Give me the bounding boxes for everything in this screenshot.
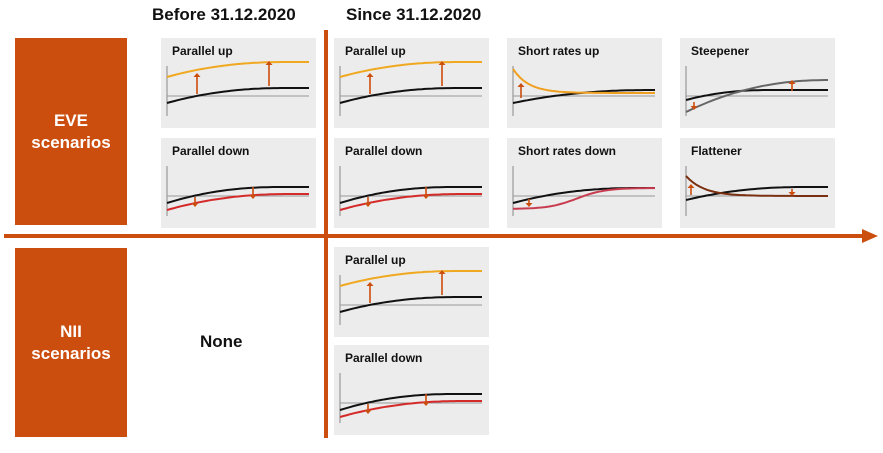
panel-eve-flattener: Flattener <box>680 138 835 228</box>
shocked-curve <box>339 61 482 78</box>
yield-curve-chart <box>166 61 309 116</box>
up-arrow-head <box>788 80 796 84</box>
yield-curve-chart <box>166 166 309 216</box>
base-curve <box>685 186 828 201</box>
up-arrow-long-head <box>438 61 446 65</box>
base-curve <box>339 296 482 313</box>
panel-title: Parallel up <box>345 253 406 267</box>
panel-eve-before-parallel-down: Parallel down <box>161 138 316 228</box>
base-curve <box>339 393 482 411</box>
shocked-curve <box>339 270 482 287</box>
panel-eve-since-parallel-down: Parallel down <box>334 138 489 228</box>
column-header-before: Before 31.12.2020 <box>152 5 296 24</box>
base-curve <box>339 186 482 204</box>
row-label-eve-line2: scenarios <box>31 132 111 152</box>
shocked-curve <box>166 193 309 211</box>
panel-title: Short rates up <box>518 44 600 58</box>
yield-curve-chart <box>339 373 482 423</box>
panel-title: Parallel up <box>172 44 233 58</box>
up-arrow-head <box>687 184 695 188</box>
panel-eve-short-rates-down: Short rates down <box>507 138 662 228</box>
panel-title: Short rates down <box>518 144 617 158</box>
panel-eve-steepener: Steepener <box>680 38 835 128</box>
row-label-eve-line1: EVE <box>53 111 88 131</box>
row-label-nii-line2: scenarios <box>31 343 111 363</box>
shocked-curve <box>512 187 655 210</box>
up-arrow-long-head <box>265 61 273 65</box>
up-arrow-short-head <box>366 73 374 77</box>
panel-title: Steepener <box>691 44 750 58</box>
down-arrow-short-head <box>364 203 372 207</box>
down-arrow-head <box>690 106 698 110</box>
yield-curve-chart <box>685 66 828 116</box>
yield-curve-chart <box>339 61 482 116</box>
panel-nii-since-parallel-up: Parallel up <box>334 247 489 337</box>
panel-title: Parallel up <box>345 44 406 58</box>
panel-eve-short-rates-up: Short rates up <box>507 38 662 128</box>
yield-curve-chart <box>512 66 655 116</box>
shocked-curve <box>685 79 828 113</box>
shocked-curve <box>166 61 309 78</box>
row-label-eve: EVE scenarios <box>15 38 127 225</box>
row-label-nii: NII scenarios <box>15 248 127 437</box>
panel-title: Parallel down <box>345 351 423 365</box>
down-arrow-head <box>525 203 533 207</box>
up-arrow-short-head <box>193 73 201 77</box>
panel-eve-since-parallel-up: Parallel up <box>334 38 489 128</box>
horizontal-axis-arrowhead <box>862 229 878 243</box>
up-arrow-long-head <box>438 270 446 274</box>
panel-title: Parallel down <box>345 144 423 158</box>
base-curve <box>166 186 309 204</box>
yield-curve-chart <box>339 270 482 325</box>
up-arrow-head <box>517 83 525 87</box>
nii-before-none-label: None <box>200 332 243 351</box>
shocked-curve <box>339 193 482 211</box>
yield-curve-chart <box>339 166 482 216</box>
panel-title: Parallel down <box>172 144 250 158</box>
down-arrow-head <box>788 192 796 196</box>
down-arrow-long-head <box>422 402 430 406</box>
down-arrow-short-head <box>364 410 372 414</box>
column-header-since: Since 31.12.2020 <box>346 5 482 24</box>
panel-title: Flattener <box>691 144 742 158</box>
shocked-curve <box>685 175 828 197</box>
shocked-curve <box>339 400 482 418</box>
down-arrow-short-head <box>191 203 199 207</box>
shocked-curve <box>512 68 655 94</box>
row-label-nii-line1: NII <box>60 322 82 342</box>
up-arrow-short-head <box>366 282 374 286</box>
panel-eve-before-parallel-up: Parallel up <box>161 38 316 128</box>
panel-nii-since-parallel-down: Parallel down <box>334 345 489 435</box>
base-curve <box>339 87 482 104</box>
yield-curve-chart <box>512 166 655 216</box>
down-arrow-long-head <box>422 195 430 199</box>
base-curve <box>685 89 828 101</box>
base-curve <box>166 87 309 104</box>
down-arrow-long-head <box>249 195 257 199</box>
yield-curve-chart <box>685 166 828 216</box>
